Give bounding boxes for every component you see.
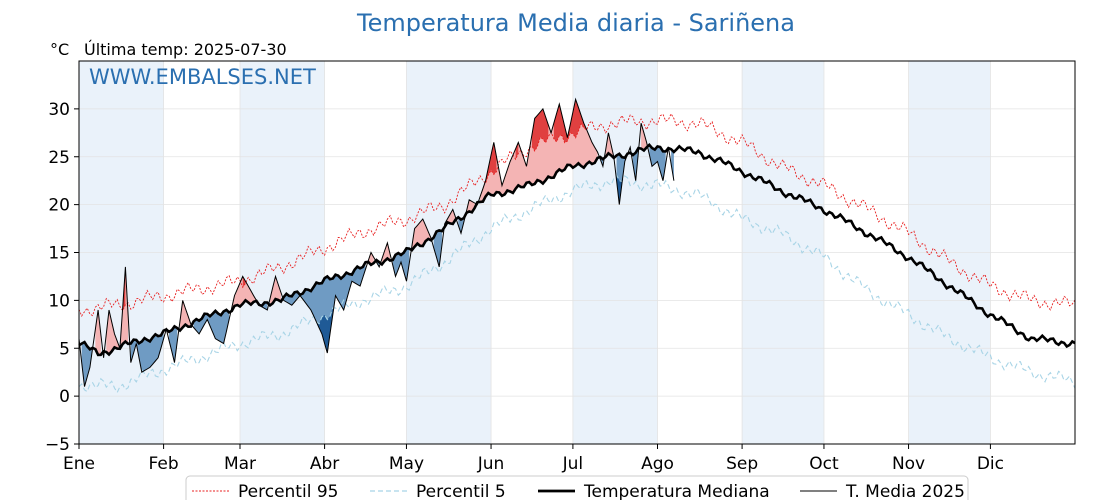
x-axis: Ene Feb Mar Abr May Jun Jul Ago Sep Oct Nov Dic	[63, 444, 1004, 474]
series-line-p95	[78, 112, 1076, 317]
x-tick-label: Ago	[641, 454, 674, 474]
fill-above-p95	[515, 142, 519, 160]
y-axis: −5 0 5 10 15 20 25 30	[45, 100, 79, 455]
series-line-2025	[78, 97, 675, 387]
x-tick-label: Mar	[224, 454, 256, 474]
y-tick-label: 10	[48, 291, 70, 311]
series-line-median	[78, 143, 1076, 357]
x-tick-label: Oct	[809, 454, 839, 474]
legend-label: T. Media 2025	[845, 482, 965, 500]
fill-above-p95	[553, 99, 587, 143]
fill-below-median	[392, 248, 410, 282]
last-temp-label: Última temp: 2025-07-30	[84, 40, 287, 59]
y-tick-label: 30	[48, 100, 70, 120]
fill-below-median	[649, 144, 666, 181]
watermark-text: WWW.EMBALSES.NET	[89, 65, 316, 89]
x-tick-label: May	[389, 454, 424, 474]
fill-above-median	[381, 242, 391, 265]
chart-title: Temperatura Media diaria - Sariñena	[356, 9, 795, 37]
legend-label: Percentil 5	[416, 482, 506, 500]
x-tick-label: Ene	[63, 454, 95, 474]
fill-above-p95	[242, 276, 246, 288]
fill-below-p5	[616, 175, 623, 205]
y-tick-label: 5	[59, 339, 70, 359]
fill-above-median	[179, 300, 191, 331]
fill-above-median	[106, 266, 129, 355]
series-line-p5	[78, 174, 1076, 394]
unit-label: °C	[50, 40, 69, 59]
x-tick-label: Abr	[310, 454, 339, 474]
fill-below-median	[283, 262, 366, 354]
x-tick-label: Jul	[562, 454, 584, 474]
fill-above-median	[270, 276, 281, 306]
fill-above-median	[641, 123, 647, 151]
fill-below-median	[81, 342, 93, 387]
y-tick-label: 25	[48, 148, 70, 168]
fill-below-median	[671, 149, 674, 181]
x-tick-label: Nov	[892, 454, 925, 474]
legend-label: Temperatura Mediana	[583, 482, 770, 500]
y-tick-label: 15	[48, 244, 70, 264]
anomaly-fills	[81, 99, 674, 387]
legend: Percentil 95 Percentil 5 Temperatura Media…	[185, 475, 969, 500]
fill-below-median	[259, 302, 268, 310]
x-tick-label: Dic	[977, 454, 1004, 474]
x-tick-label: Feb	[149, 454, 179, 474]
x-tick-label: Jun	[477, 454, 505, 474]
fill-below-median	[632, 148, 639, 181]
legend-box	[185, 475, 969, 500]
series-lines	[78, 97, 1076, 394]
fill-below-median	[130, 330, 164, 373]
legend-label: Percentil 95	[238, 482, 338, 500]
y-tick-label: 0	[59, 387, 70, 407]
fill-above-p95	[485, 142, 497, 184]
y-tick-label: −5	[45, 435, 70, 455]
y-tick-label: 20	[48, 196, 70, 216]
x-tick-label: Sep	[726, 454, 758, 474]
fill-above-median	[480, 99, 598, 202]
